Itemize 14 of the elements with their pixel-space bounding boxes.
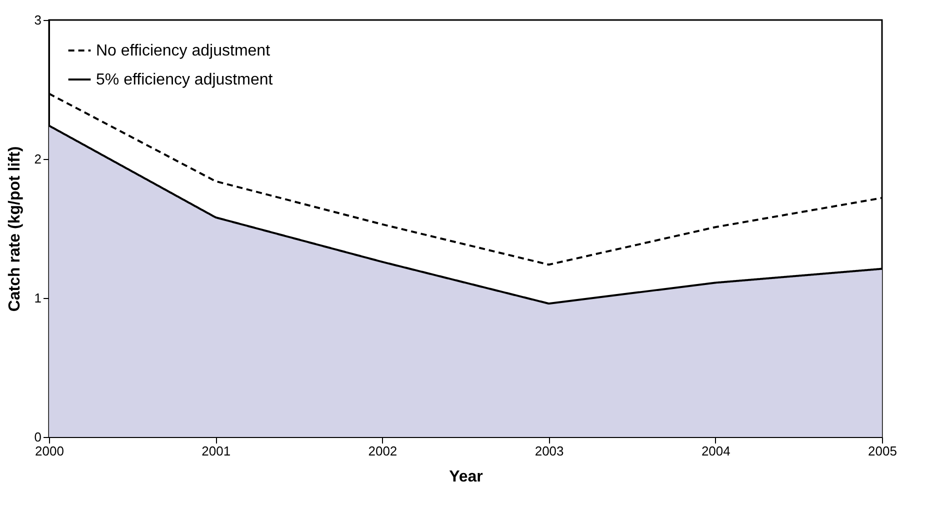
legend-label: No efficiency adjustment xyxy=(96,42,271,60)
y-axis-title: Catch rate (kg/pot lift) xyxy=(6,146,24,312)
y-tick-label: 1 xyxy=(34,290,42,306)
y-tick-label: 0 xyxy=(34,430,42,444)
x-axis-title: Year xyxy=(449,468,483,486)
x-tick-label: 2003 xyxy=(534,444,564,458)
x-tick-label: 2005 xyxy=(868,444,897,458)
x-tick-label: 2004 xyxy=(701,444,730,458)
x-tick-label: 2002 xyxy=(368,444,398,458)
y-tick-label: 2 xyxy=(34,152,42,166)
legend-label: 5% efficiency adjustment xyxy=(96,72,274,88)
x-tick-label: 2001 xyxy=(202,444,231,458)
x-tick-label: 2000 xyxy=(35,444,64,458)
y-tick-label: 3 xyxy=(34,12,42,28)
